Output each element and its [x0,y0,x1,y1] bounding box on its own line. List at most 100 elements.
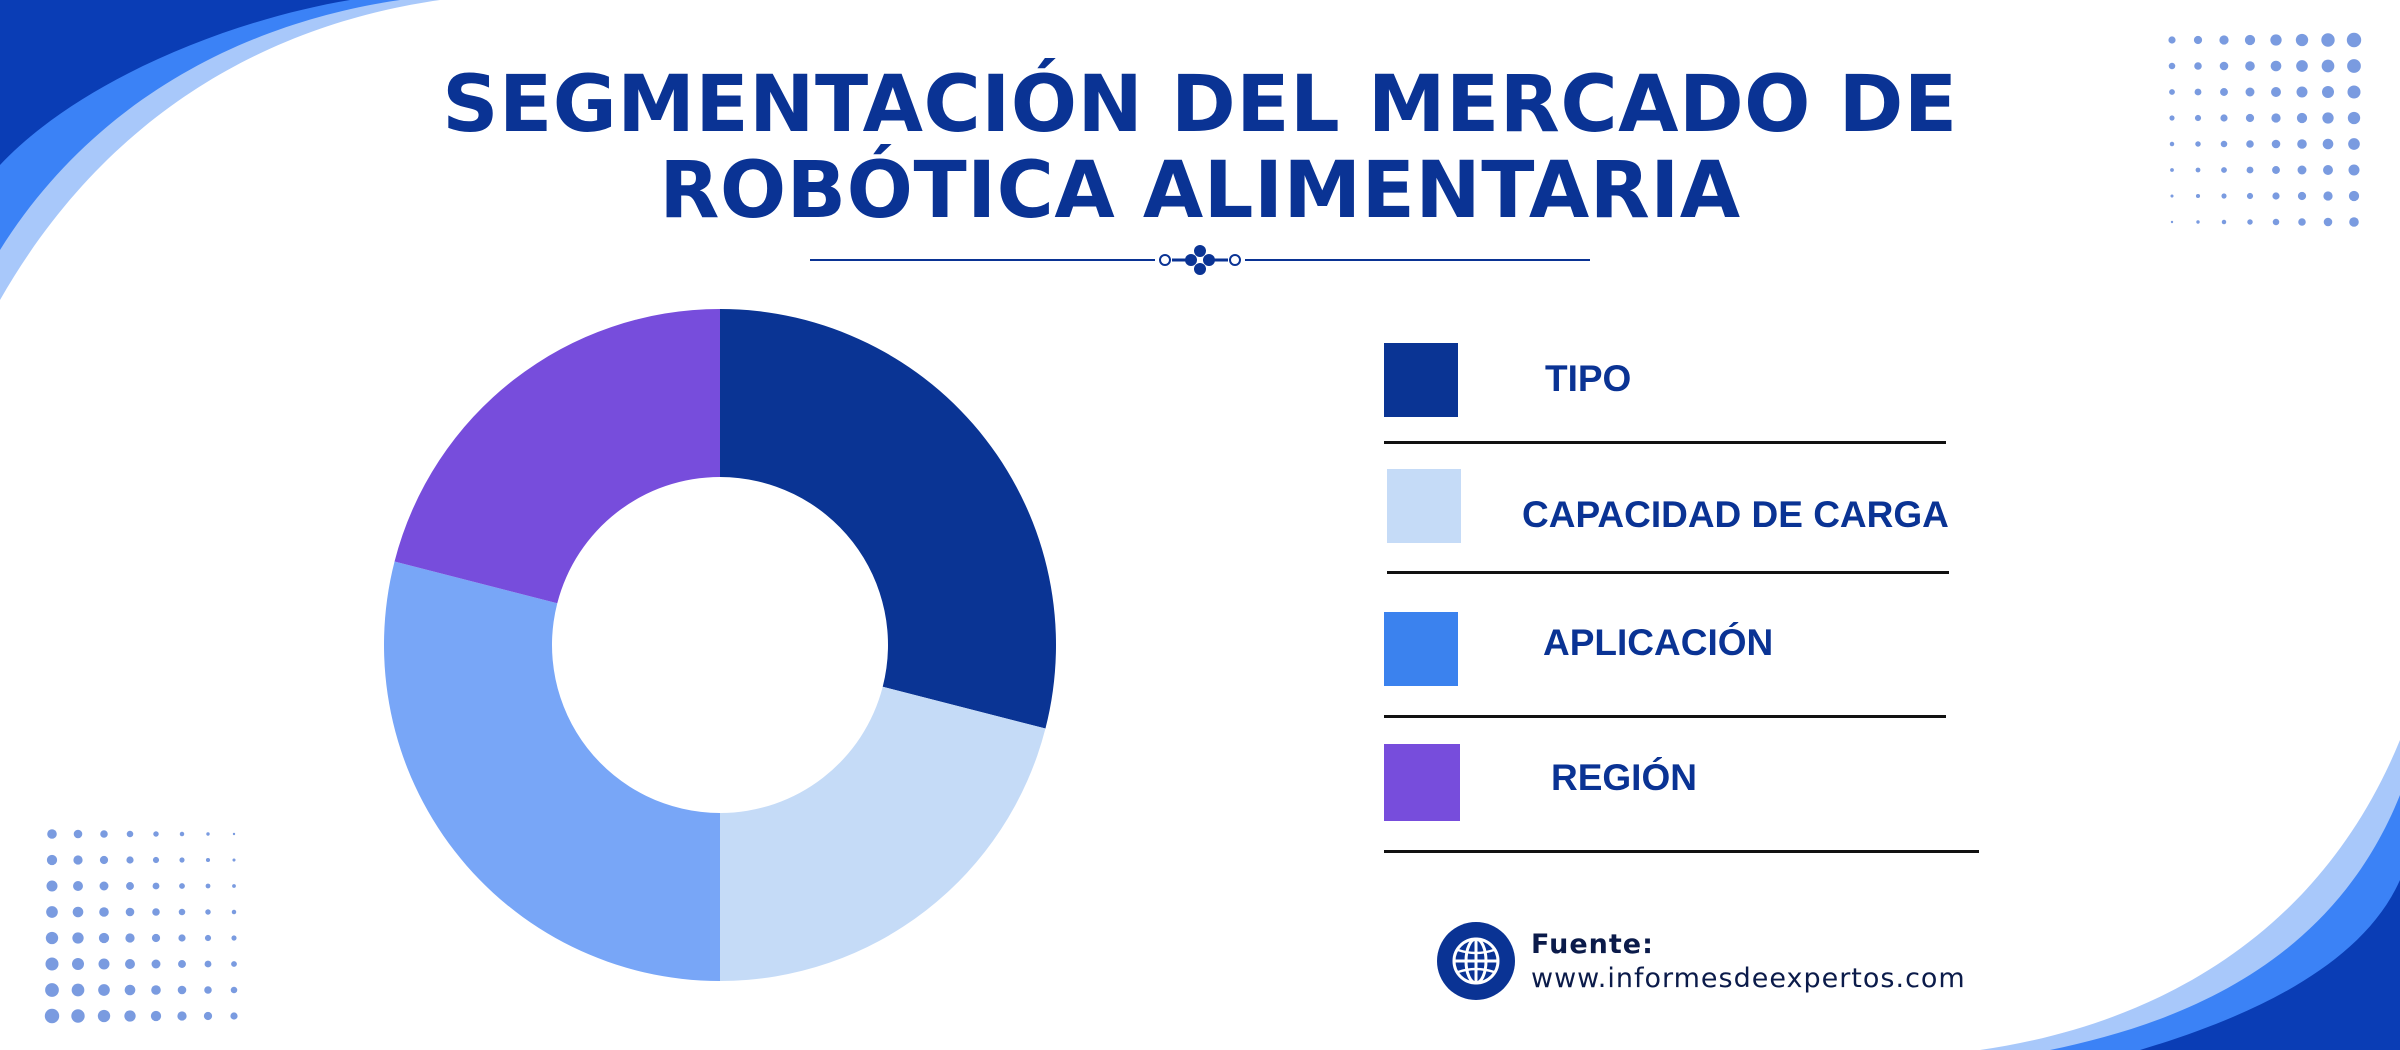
decor-dot [203,1011,213,1021]
decor-dot [2349,217,2359,227]
decor-dot [2195,141,2201,147]
decor-dot [46,854,58,866]
decor-dot [205,909,211,915]
decor-dot [2195,167,2201,173]
donut-chart [384,309,1056,981]
source-note: Fuente: www.informesdeexpertos.com [1531,928,1966,996]
decor-dot [99,855,109,865]
decor-dot [73,855,83,865]
decor-dot [2221,167,2227,173]
legend-swatch [1384,343,1458,417]
donut-slice-capacidad-de-carga [720,686,1046,981]
decor-dot [72,932,84,944]
decor-dot [204,934,212,942]
corner-wave-decoration [0,0,440,300]
decor-dot [124,1010,136,1022]
decor-dot [2193,35,2203,45]
decor-dot [232,832,236,836]
decor-dot [2219,61,2229,71]
decor-dot [2297,139,2307,149]
decor-dot [2246,140,2254,148]
decor-dot [2270,34,2282,46]
decor-dot [71,983,85,997]
decor-dot [2246,166,2254,174]
decor-dot [2296,86,2308,98]
decor-dot [2323,191,2333,201]
decor-dot [2321,59,2335,73]
decor-dot [98,958,110,970]
decor-dot [45,983,59,997]
decor-dot [2170,194,2174,198]
decor-dot [2245,61,2255,71]
decor-dot [2169,115,2175,121]
decor-dot [2246,192,2254,200]
decor-dot [178,960,186,968]
decor-dot [151,933,161,943]
chart-title-line-1: SEGMENTACIÓN DEL MERCADO DE [442,60,1958,150]
decor-dot [179,831,185,837]
decor-dot [2196,220,2200,224]
decor-dot [2322,138,2334,150]
decor-dot [177,1011,187,1021]
decor-dot [73,881,83,891]
decor-dot [2347,111,2361,125]
decor-dot [44,1008,60,1024]
legend-divider [1384,441,1946,444]
decor-dot [99,881,109,891]
decor-dot [71,1009,85,1023]
corner-wave-decoration [1980,740,2400,1050]
decor-dot [206,832,210,836]
decor-dot [2220,140,2228,148]
decor-dot [124,984,136,996]
decor-dot [100,830,108,838]
decor-dot [126,882,134,890]
dot-grid-decoration [2168,32,2362,227]
decor-dot [2322,112,2334,124]
source-url[interactable]: www.informesdeexpertos.com [1531,963,1966,994]
decor-dot [2296,60,2308,72]
decor-dot [2244,34,2256,46]
decor-dot [2169,89,2175,95]
decor-dot [231,935,237,941]
decor-dot [125,907,135,917]
legend-divider [1384,850,1979,853]
decor-dot [151,959,161,969]
legend-divider [1384,715,1946,718]
decor-dot [72,958,84,970]
decor-dot [2346,32,2362,48]
decor-dot [99,907,109,917]
decor-dot [179,883,185,889]
decor-dot [2272,166,2280,174]
decor-dot [232,884,236,888]
legend-divider [1387,571,1949,574]
legend-swatch [1387,469,1461,543]
decor-dot [2270,60,2282,72]
decor-dot [72,906,84,918]
decor-dot [153,831,159,837]
decor-dot [179,857,185,863]
dot-grid-decoration [44,829,238,1024]
decor-dot [2347,85,2361,99]
decor-dot [152,856,160,864]
decor-dot [98,984,110,996]
decor-dot [125,959,135,969]
legend-label: TIPO [1545,358,1632,399]
decor-dot [2348,190,2360,202]
decor-dot [2194,88,2202,96]
decor-dot [178,908,186,916]
decor-dot [231,961,237,967]
decor-dot [2219,35,2229,45]
decor-dot [2297,191,2307,201]
decor-dot [152,882,160,890]
legend-swatch [1384,744,1460,821]
decor-dot [2271,139,2281,149]
decor-dot [97,1009,111,1023]
globe-icon [1437,922,1515,1000]
decor-dot [231,909,237,915]
chart-title: SEGMENTACIÓN DEL MERCADO DE ROBÓTICA ALI… [0,62,2400,234]
decor-dot [46,906,58,918]
decor-dot [45,957,59,971]
chart-title-line-2: ROBÓTICA ALIMENTARIA [659,146,1741,236]
decor-dot [45,931,59,945]
decor-dot [2298,218,2306,226]
